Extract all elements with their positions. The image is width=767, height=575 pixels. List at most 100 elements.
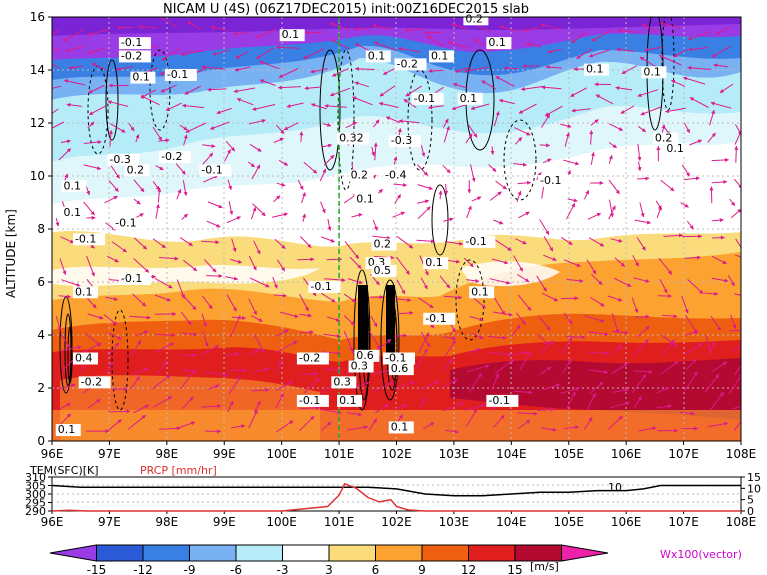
wind-vector xyxy=(203,259,217,273)
wind-vector xyxy=(55,315,62,331)
wind-vector xyxy=(517,419,531,430)
wind-vector xyxy=(58,148,72,161)
wind-vector xyxy=(157,187,162,203)
wind-vector xyxy=(347,278,364,285)
wind-vector xyxy=(234,66,251,72)
wind-vector xyxy=(133,198,141,205)
wind-vector xyxy=(707,132,716,143)
contour-label-box xyxy=(118,50,151,63)
wind-vector xyxy=(228,201,234,215)
contour-label: -0.1 xyxy=(75,232,96,245)
wind-vector xyxy=(372,219,378,231)
wind-vector xyxy=(155,165,164,171)
wind-vector xyxy=(730,314,737,329)
wind-vector xyxy=(613,388,629,393)
wind-vector xyxy=(106,255,119,263)
wind-vector xyxy=(660,360,679,375)
wind-vector xyxy=(686,220,694,230)
wind-vector xyxy=(108,409,131,414)
wind-vector xyxy=(466,205,472,219)
wind-vector xyxy=(225,140,236,152)
wind-vector xyxy=(416,239,436,244)
contour-label: 0.1 xyxy=(471,285,489,298)
lower-x-tick-label: 108E xyxy=(726,515,757,529)
wind-vector xyxy=(59,345,82,352)
contour-label-box xyxy=(118,37,151,50)
wind-vector xyxy=(133,237,148,250)
colorbar-tick-label: -6 xyxy=(230,563,242,575)
wind-vector xyxy=(327,218,332,231)
wind-vector xyxy=(710,315,722,331)
wind-vector xyxy=(277,85,301,90)
wind-vector xyxy=(518,211,530,219)
wind-vector xyxy=(620,105,635,114)
wind-vector xyxy=(343,315,355,326)
wind-vector xyxy=(683,76,706,85)
wind-vector xyxy=(63,29,84,42)
wind-vector xyxy=(564,132,570,147)
wind-vector xyxy=(133,179,145,193)
wind-vector xyxy=(252,367,270,373)
wind-vector xyxy=(161,48,181,61)
wind-vector xyxy=(225,276,239,281)
wind-vector xyxy=(52,121,65,129)
wind-vector xyxy=(586,393,596,411)
wind-vector xyxy=(469,316,484,322)
wind-vector xyxy=(88,105,107,116)
wind-vector xyxy=(385,116,400,123)
wind-vector xyxy=(349,256,362,269)
wind-vector xyxy=(181,213,188,220)
wind-vector xyxy=(608,155,613,164)
wind-vector xyxy=(589,130,594,145)
contour-label-box xyxy=(337,394,363,407)
wind-vector xyxy=(683,176,700,181)
wind-vector xyxy=(444,241,464,246)
wind-vector xyxy=(513,162,527,167)
wind-vector xyxy=(659,278,668,294)
wind-vector xyxy=(705,334,712,352)
wind-vector xyxy=(711,218,724,223)
wind-vector xyxy=(181,293,197,311)
wind-vector xyxy=(127,414,146,430)
wind-vector xyxy=(256,47,274,59)
contour-label: -0.3 xyxy=(391,134,412,147)
wind-vector xyxy=(183,134,188,146)
wind-vector xyxy=(392,211,405,218)
wind-vector xyxy=(570,87,588,97)
y-axis: 0 2 4 6 8 10 12 14 16 xyxy=(30,10,52,448)
contour-label-box xyxy=(583,63,609,76)
wind-vector xyxy=(201,240,220,245)
y-axis-label: ALTITUDE [km] xyxy=(4,209,18,298)
wind-vector xyxy=(539,143,551,148)
contour-label-box xyxy=(664,143,690,156)
contour-label-box xyxy=(423,257,449,270)
wind-vector xyxy=(687,31,710,41)
wind-vector xyxy=(226,294,237,312)
wind-vector xyxy=(733,293,741,296)
wind-vector xyxy=(540,366,552,375)
sfc-temp-label: TEM(SFC)[K] xyxy=(29,464,99,477)
wind-vector xyxy=(637,176,650,181)
colorbar-segment xyxy=(189,544,237,562)
wind-vector xyxy=(179,237,193,247)
wind-vector xyxy=(565,391,576,411)
wind-vector xyxy=(633,277,650,283)
wind-vector xyxy=(372,119,380,128)
wind-vector xyxy=(729,198,736,207)
wind-vector xyxy=(274,238,286,249)
vector-scale-label: Wx100(vector) xyxy=(660,548,742,561)
wind-vector xyxy=(634,219,651,225)
wind-vector xyxy=(468,372,483,393)
wind-vector xyxy=(451,23,467,29)
wind-vector xyxy=(108,180,119,192)
colorbar-tick-label: 12 xyxy=(461,563,476,575)
contour-label: 0.1 xyxy=(368,49,386,62)
contour-label-box xyxy=(354,193,380,206)
wind-vector xyxy=(324,103,347,108)
contour-label-box xyxy=(388,135,421,148)
wind-vector xyxy=(644,46,663,52)
lower-x-tick-label: 98E xyxy=(155,515,178,529)
wind-vector xyxy=(591,29,613,42)
wind-vector xyxy=(516,190,522,203)
wind-vector xyxy=(428,68,444,73)
